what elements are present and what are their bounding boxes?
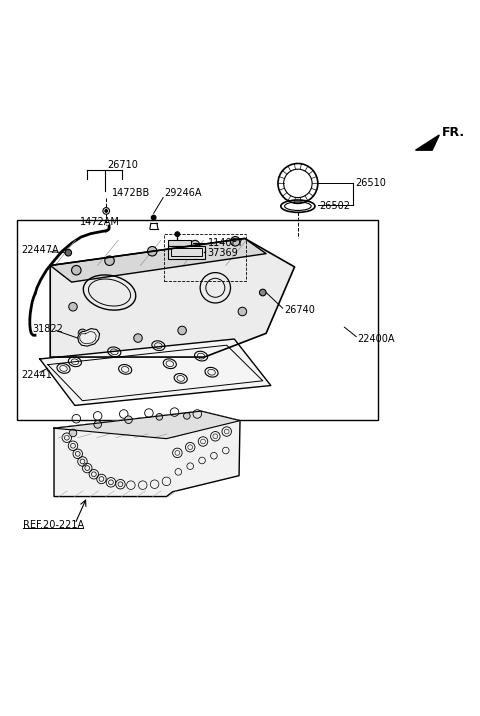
- Text: 26502: 26502: [320, 201, 351, 211]
- Circle shape: [94, 420, 101, 428]
- Polygon shape: [40, 339, 271, 405]
- Polygon shape: [50, 238, 295, 357]
- Polygon shape: [78, 329, 99, 346]
- Text: 26740: 26740: [285, 304, 315, 314]
- Text: 31822: 31822: [32, 324, 63, 334]
- Bar: [168, 241, 191, 246]
- Bar: [164, 233, 246, 281]
- Bar: [168, 246, 205, 259]
- Circle shape: [151, 216, 156, 220]
- Text: 1140FY: 1140FY: [208, 238, 244, 248]
- Polygon shape: [54, 411, 240, 439]
- Polygon shape: [54, 411, 240, 496]
- Circle shape: [190, 241, 200, 250]
- Text: 22447A: 22447A: [21, 245, 59, 255]
- Circle shape: [183, 412, 190, 419]
- Text: 26510: 26510: [355, 178, 386, 188]
- Circle shape: [78, 329, 87, 338]
- Polygon shape: [416, 135, 439, 150]
- Circle shape: [69, 429, 77, 437]
- Circle shape: [147, 246, 157, 256]
- Circle shape: [175, 232, 180, 236]
- Circle shape: [65, 249, 72, 256]
- Text: 37369: 37369: [208, 248, 239, 258]
- Text: 26710: 26710: [107, 160, 138, 170]
- Text: 22400A: 22400A: [358, 334, 395, 344]
- Text: 29246A: 29246A: [164, 188, 202, 198]
- Bar: [171, 248, 202, 256]
- Text: 1472AM: 1472AM: [80, 217, 120, 227]
- Circle shape: [238, 307, 247, 316]
- Circle shape: [105, 256, 114, 266]
- Circle shape: [105, 210, 108, 213]
- Bar: [17, 221, 378, 420]
- Circle shape: [134, 334, 142, 342]
- Circle shape: [156, 414, 163, 420]
- Circle shape: [178, 326, 186, 335]
- Circle shape: [125, 416, 132, 423]
- Text: REF.20-221A: REF.20-221A: [23, 520, 84, 530]
- Text: FR.: FR.: [442, 126, 465, 139]
- Circle shape: [230, 236, 240, 246]
- Circle shape: [69, 302, 77, 311]
- Circle shape: [72, 266, 81, 275]
- Text: 1472BB: 1472BB: [112, 188, 150, 198]
- Text: 22441: 22441: [21, 369, 52, 379]
- Polygon shape: [50, 238, 266, 282]
- Circle shape: [260, 289, 266, 296]
